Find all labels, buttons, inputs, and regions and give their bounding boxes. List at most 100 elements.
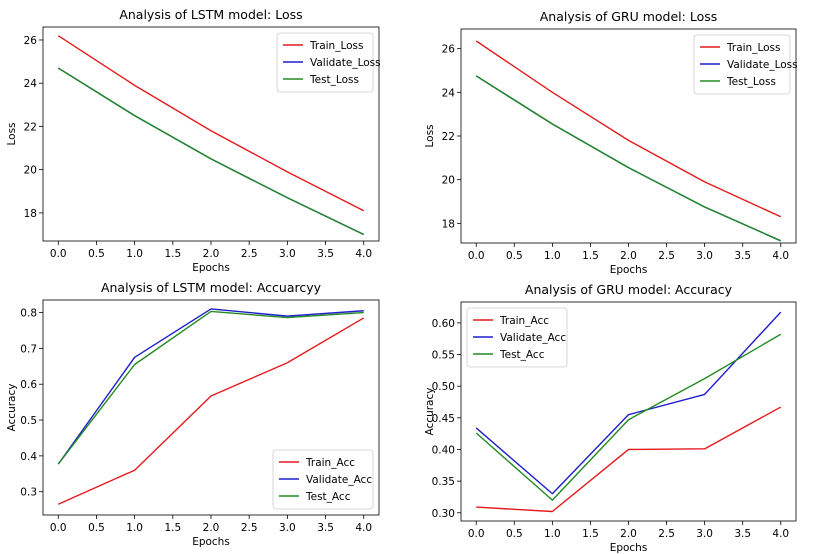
x-tick-label: 0.5: [88, 522, 105, 534]
y-tick-label: 22: [24, 121, 37, 133]
subplot-1: Analysis of LSTM model: Loss 0.0 0.5 1.0 1.5…: [6, 7, 381, 274]
series-line-3: [57, 310, 364, 465]
legend-label-2: Validate_Loss: [727, 59, 798, 71]
x-tick-label: 2.0: [203, 248, 220, 260]
series-line-3: [57, 67, 365, 236]
x-tick-label: 1.0: [544, 528, 561, 540]
subplot-3: Analysis of LSTM model: Accuarcyy 0.0 0.5 1…: [6, 280, 380, 548]
x-tick-label: 0.0: [50, 522, 67, 534]
chart-title: Analysis of GRU model: Accuracy: [525, 282, 733, 297]
x-tick-label: 2.5: [658, 250, 675, 262]
y-tick-label: 0.40: [432, 444, 455, 456]
legend-label-1: Train_Loss: [309, 40, 363, 52]
y-tick-label: 0.6: [20, 379, 37, 391]
y-tick-label: 0.7: [20, 343, 37, 355]
legend-label-3: Test_Acc: [305, 491, 351, 503]
y-tick-label: 0.3: [20, 487, 37, 499]
chart-title: Analysis of LSTM model: Loss: [119, 7, 302, 22]
y-tick-label: 24: [24, 78, 38, 90]
series-line-3: [475, 333, 782, 501]
plot-frame: [460, 301, 797, 522]
legend-label-3: Test_Acc: [499, 349, 545, 361]
y-tick-label: 20: [24, 165, 37, 177]
x-axis-label: Epochs: [610, 542, 648, 554]
y-tick-label: 20: [442, 175, 455, 187]
y-axis-label: Accuracy: [6, 384, 18, 432]
legend-label-2: Validate_Loss: [310, 57, 381, 69]
series-line-1: [57, 317, 365, 505]
x-tick-label: 1.5: [582, 528, 599, 540]
legend-box: [276, 32, 374, 93]
series-line-2: [475, 75, 782, 242]
x-tick-label: 2.5: [241, 522, 258, 534]
x-tick-label: 3.0: [279, 522, 296, 534]
x-tick-label: 1.5: [164, 248, 181, 260]
legend: Train_Loss Validate_Loss Test_Loss: [693, 34, 798, 95]
legend-label-1: Train_Acc: [305, 457, 355, 469]
series-line-1: [57, 35, 365, 212]
x-tick-label: 0.0: [468, 528, 485, 540]
legend-label-2: Validate_Acc: [500, 332, 566, 344]
x-tick-label: 3.5: [317, 522, 334, 534]
series-line-1: [475, 40, 782, 218]
x-tick-label: 3.0: [279, 248, 296, 260]
y-tick-label: 0.55: [432, 350, 455, 362]
legend-box: [693, 34, 791, 95]
subplot-2: Analysis of GRU model: Loss 0.0 0.5 1.0 1.5 2…: [424, 9, 798, 276]
y-tick-label: 0.8: [20, 308, 37, 320]
legend: Train_Acc Validate_Acc Test_Acc: [466, 307, 568, 368]
y-tick-label: 0.35: [432, 476, 455, 488]
x-tick-label: 1.5: [582, 250, 599, 262]
x-tick-label: 4.0: [355, 248, 372, 260]
y-tick-label: 0.5: [20, 415, 37, 427]
plot-frame: [42, 299, 380, 516]
x-axis-label: Epochs: [192, 536, 230, 548]
y-axis-label: Accuracy: [424, 388, 436, 436]
x-tick-label: 1.0: [126, 522, 143, 534]
y-tick-label: 18: [442, 218, 455, 230]
x-tick-label: 3.5: [734, 250, 751, 262]
x-tick-label: 1.5: [164, 522, 181, 534]
y-tick-label: 0.60: [432, 318, 455, 330]
series-line-2: [57, 67, 365, 236]
chart-title: Analysis of LSTM model: Accuarcyy: [101, 280, 322, 295]
y-tick-label: 26: [442, 44, 456, 56]
x-tick-label: 0.5: [506, 528, 523, 540]
x-tick-label: 2.5: [241, 248, 258, 260]
x-tick-label: 2.0: [620, 250, 637, 262]
x-tick-label: 2.0: [620, 528, 637, 540]
y-tick-label: 18: [24, 208, 37, 220]
series-line-3: [475, 75, 782, 242]
y-axis-label: Loss: [6, 122, 18, 145]
x-tick-label: 4.0: [772, 528, 789, 540]
x-axis-label: Epochs: [610, 264, 648, 276]
x-tick-label: 3.0: [696, 250, 713, 262]
legend-label-1: Train_Acc: [499, 315, 549, 327]
series-line-2: [57, 308, 364, 465]
legend: Train_Acc Validate_Acc Test_Acc: [272, 449, 374, 510]
legend-box: [272, 449, 374, 510]
x-tick-label: 4.0: [355, 522, 372, 534]
legend-label-3: Test_Loss: [726, 76, 776, 88]
legend-box: [466, 307, 568, 368]
legend: Train_Loss Validate_Loss Test_Loss: [276, 32, 381, 93]
x-tick-label: 4.0: [772, 250, 789, 262]
y-tick-label: 0.50: [432, 381, 455, 393]
y-tick-label: 22: [442, 131, 455, 143]
x-tick-label: 0.5: [88, 248, 105, 260]
x-tick-label: 1.0: [126, 248, 143, 260]
legend-label-3: Test_Loss: [309, 74, 359, 86]
subplot-4: Analysis of GRU model: Accuracy 0.0 0.5 1.0…: [424, 282, 797, 554]
y-axis-label: Loss: [424, 124, 436, 147]
series-line-2: [475, 311, 782, 495]
x-tick-label: 1.0: [544, 250, 561, 262]
x-tick-label: 3.5: [317, 248, 334, 260]
x-tick-label: 0.0: [468, 250, 485, 262]
x-tick-label: 0.5: [506, 250, 523, 262]
x-tick-label: 2.5: [658, 528, 675, 540]
legend-label-1: Train_Loss: [726, 42, 780, 54]
x-tick-label: 2.0: [203, 522, 220, 534]
x-tick-label: 0.0: [50, 248, 67, 260]
series-line-1: [476, 406, 782, 513]
